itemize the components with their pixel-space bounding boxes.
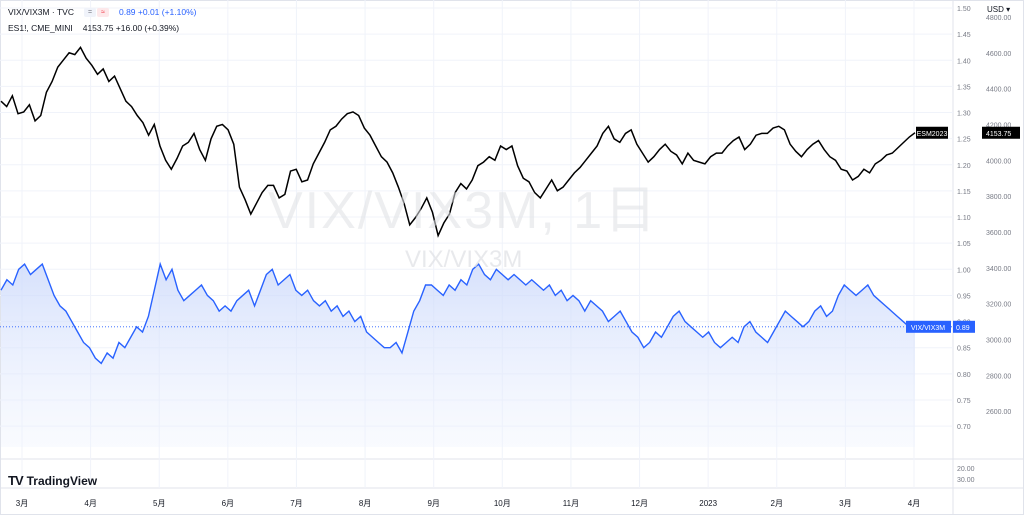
es-price-tag <box>982 126 1020 139</box>
currency-selector[interactable]: USD ▾ <box>987 5 1011 14</box>
x-tick-label: 5月 <box>153 499 165 508</box>
ratio-tick-label: 1.00 <box>957 267 971 274</box>
price-tick-label: 4000.00 <box>986 158 1011 165</box>
x-tick-label: 2023 <box>699 499 717 508</box>
x-tick-label: 8月 <box>359 499 371 508</box>
watermark-symbol: VIX/VIX3M, 1日 <box>268 182 659 240</box>
legend-es-values: 4153.75 +16.00 (+0.39%) <box>82 23 180 33</box>
price-tick-label: 4200.00 <box>986 122 1011 129</box>
price-tick-label: 3200.00 <box>986 302 1011 309</box>
y-axis: 1.50 1.45 1.40 1.35 1.30 1.25 1.20 1.15 1.10 1.05… <box>957 6 1011 484</box>
tradingview-logo-text: TradingView <box>26 473 98 488</box>
ratio-tick-label: 0.70 <box>957 424 971 431</box>
legend-ratio-symbol[interactable]: VIX/VIX3M · TVC <box>8 7 74 17</box>
x-tick-label: 4月 <box>908 499 920 508</box>
x-tick-label: 7月 <box>290 499 302 508</box>
ratio-tick-label: 1.30 <box>957 111 971 118</box>
ratio-tick-label: 0.95 <box>957 293 971 300</box>
ratio-name-tag-text: VIX/VIX3M <box>911 325 945 332</box>
ratio-tick-label: 1.20 <box>957 163 971 170</box>
x-tick-label: 6月 <box>222 499 234 508</box>
price-tick-label: 3000.00 <box>986 337 1011 344</box>
ratio-tick-label: 1.40 <box>957 58 971 65</box>
tradingview-logo[interactable]: TV TradingView <box>8 473 97 488</box>
legend-row-es[interactable]: ES1!, CME_MINI 4153.75 +16.00 (+0.39%) <box>8 23 179 33</box>
legend-row-ratio[interactable]: VIX/VIX3M · TVC = ≈ 0.89 +0.01 (+1.10%) <box>8 7 197 17</box>
ratio-tick-label: 0.75 <box>957 398 971 405</box>
es-name-tag-text: ESM2023 <box>917 131 948 138</box>
ratio-name-tag <box>906 320 951 333</box>
ratio-tick-label: 1.50 <box>957 6 971 13</box>
price-tick-label: 2800.00 <box>986 373 1011 380</box>
ratio-tick-label: 0.85 <box>957 346 971 353</box>
ratio-area-fill <box>1 264 915 447</box>
volume-tick-label: 20.00 <box>957 466 975 473</box>
ratio-tick-label: 1.10 <box>957 215 971 222</box>
es-price-tag-text: 4153.75 <box>986 131 1011 138</box>
ratio-tick-label: 0.80 <box>957 372 971 379</box>
ratio-tick-label: 1.25 <box>957 137 971 144</box>
ratio-series-line[interactable] <box>0 261 915 365</box>
ratio-price-tag-text: 0.89 <box>956 325 970 332</box>
x-tick-label: 4月 <box>84 499 96 508</box>
series-layer <box>0 46 953 447</box>
legend-pill[interactable]: = ≈ <box>83 7 109 17</box>
price-tick-label: 4600.00 <box>986 51 1011 58</box>
x-tick-label: 12月 <box>631 499 648 508</box>
x-tick-label: 3月 <box>839 499 851 508</box>
price-tick-label: 2600.00 <box>986 409 1011 416</box>
watermark-subtitle: VIX/VIX3M <box>405 246 523 273</box>
price-tick-label: 3400.00 <box>986 266 1011 273</box>
price-tick-label: 3600.00 <box>986 230 1011 237</box>
x-tick-label: 2月 <box>771 499 783 508</box>
legend-ratio-values: 0.89 +0.01 (+1.10%) <box>118 7 197 17</box>
legend-es-symbol[interactable]: ES1!, CME_MINI <box>8 23 73 33</box>
last-value-labels: ESM2023 4153.75 VIX/VIX3M 0.89 <box>906 126 1020 333</box>
x-tick-label: 9月 <box>427 499 439 508</box>
ratio-tick-label: 1.35 <box>957 84 971 91</box>
ratio-tick-label: 1.15 <box>957 189 971 196</box>
volume-tick-label: 30.00 <box>957 477 975 484</box>
price-tick-label: 4800.00 <box>986 15 1011 22</box>
x-tick-label: 11月 <box>563 499 579 508</box>
es-series-line[interactable] <box>0 46 916 238</box>
approx-icon[interactable]: ≈ <box>96 7 109 17</box>
tradingview-logo-icon: TV <box>8 473 24 488</box>
x-tick-label: 10月 <box>494 499 511 508</box>
price-tick-label: 4400.00 <box>986 87 1011 94</box>
ratio-price-tag <box>953 320 975 333</box>
x-axis: 3月 4月 5月 6月 7月 8月 9月 10月 11月 12月 2023 2月 3月 4月 <box>16 499 920 508</box>
x-tick-label: 3月 <box>16 499 28 508</box>
ratio-tick-label: 1.45 <box>957 32 971 39</box>
ratio-tick-label: 1.05 <box>957 241 971 248</box>
es-name-tag <box>916 126 948 139</box>
equal-icon[interactable]: = <box>83 7 96 17</box>
price-tick-label: 3800.00 <box>986 194 1011 201</box>
